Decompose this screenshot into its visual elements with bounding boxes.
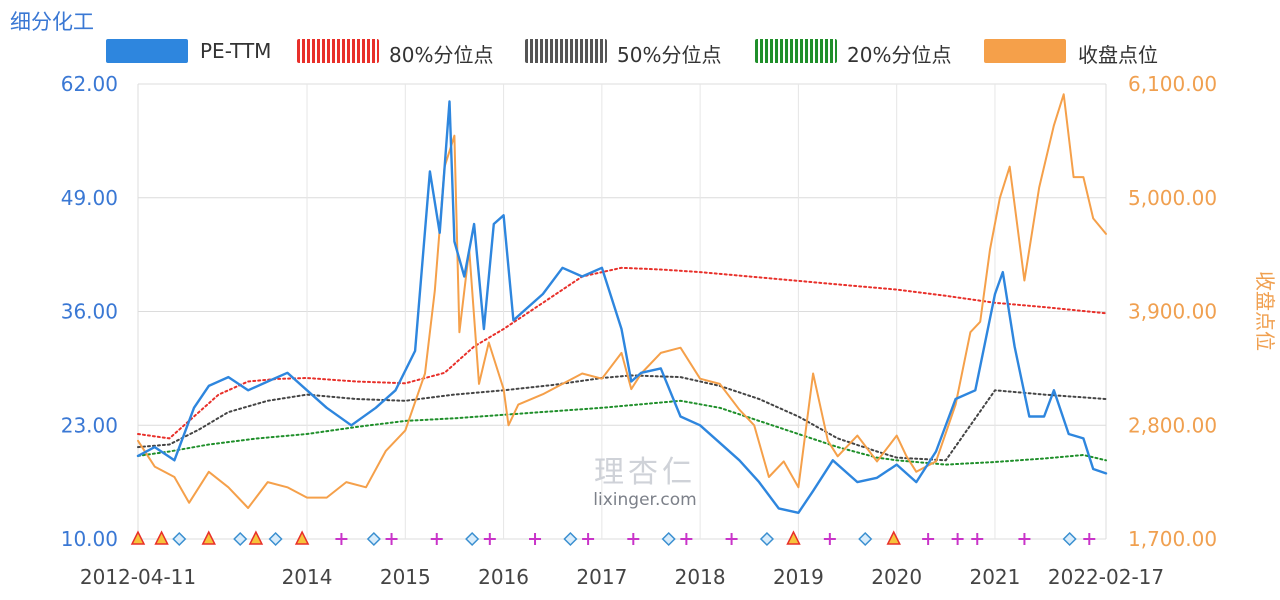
triangle-marker <box>294 530 310 545</box>
triangle-marker <box>130 530 146 545</box>
y-left-tick-label: 49.00 <box>61 186 118 210</box>
diamond-marker <box>858 531 873 547</box>
watermark-logo: 理杏仁 <box>594 455 696 490</box>
diamond-marker <box>366 531 381 547</box>
triangle-marker <box>248 530 264 545</box>
x-tick-label: 2012-04-11 <box>80 565 196 589</box>
legend: PE-TTM 80%分位点 50%分位点 20%分位点 收盘点位 <box>0 34 1280 68</box>
chart-title: 细分化工 <box>10 10 94 34</box>
triangle-marker <box>786 530 801 545</box>
x-tick-label: 2021 <box>969 565 1020 589</box>
legend-label-close: 收盘点位 <box>1078 43 1158 67</box>
legend-swatch-20-percentile <box>755 39 837 63</box>
y-right-tick-label: 3,900.00 <box>1128 300 1217 324</box>
triangle-marker <box>886 530 901 545</box>
triangle-marker <box>154 530 169 545</box>
x-tick-label: 2020 <box>871 565 922 589</box>
diamond-marker <box>268 531 283 547</box>
diamond-marker <box>172 531 187 547</box>
legend-label-80-percentile: 80%分位点 <box>389 43 494 67</box>
watermark-url: lixinger.com <box>593 490 697 510</box>
x-tick-label: 2018 <box>675 565 726 589</box>
triangle-marker <box>201 530 216 545</box>
x-tick-label: 2015 <box>380 565 431 589</box>
legend-swatch-pe-ttm <box>106 39 188 63</box>
x-tick-label: 2016 <box>478 565 529 589</box>
diamond-marker <box>563 531 578 547</box>
legend-swatch-80-percentile <box>297 39 379 63</box>
x-tick-label: 2019 <box>773 565 824 589</box>
x-tick-label: 2022-02-17 <box>1048 565 1164 589</box>
series-pe-ttm <box>136 100 1108 514</box>
legend-label-50-percentile: 50%分位点 <box>617 43 722 67</box>
y-right-axis-label: 收盘点位 <box>1253 271 1277 351</box>
diamond-marker <box>661 531 676 547</box>
y-left-tick-label: 36.00 <box>61 300 118 324</box>
series-20-percentile <box>137 399 1107 466</box>
y-right-tick-label: 5,000.00 <box>1128 186 1217 210</box>
diamond-marker <box>1062 531 1077 547</box>
series-50-percentile <box>137 374 1107 462</box>
x-tick-label: 2017 <box>576 565 627 589</box>
series-80-percentile <box>137 266 1107 440</box>
x-tick-label: 2014 <box>282 565 333 589</box>
diamond-marker <box>233 531 248 547</box>
y-right-tick-label: 1,700.00 <box>1128 527 1217 551</box>
diamond-marker <box>759 531 775 547</box>
legend-swatch-50-percentile <box>525 39 607 63</box>
y-left-tick-label: 62.00 <box>61 72 118 96</box>
diamond-marker <box>465 531 480 547</box>
y-left-tick-label: 23.00 <box>61 413 118 437</box>
series-close <box>137 93 1107 509</box>
legend-swatch-close <box>984 39 1066 63</box>
legend-label-pe-ttm: PE-TTM <box>200 39 272 63</box>
legend-label-20-percentile: 20%分位点 <box>847 43 952 67</box>
y-right-tick-label: 6,100.00 <box>1128 72 1217 96</box>
y-right-tick-label: 2,800.00 <box>1128 413 1217 437</box>
y-left-tick-label: 10.00 <box>61 527 118 551</box>
watermark: 理杏仁 lixinger.com <box>570 455 720 511</box>
